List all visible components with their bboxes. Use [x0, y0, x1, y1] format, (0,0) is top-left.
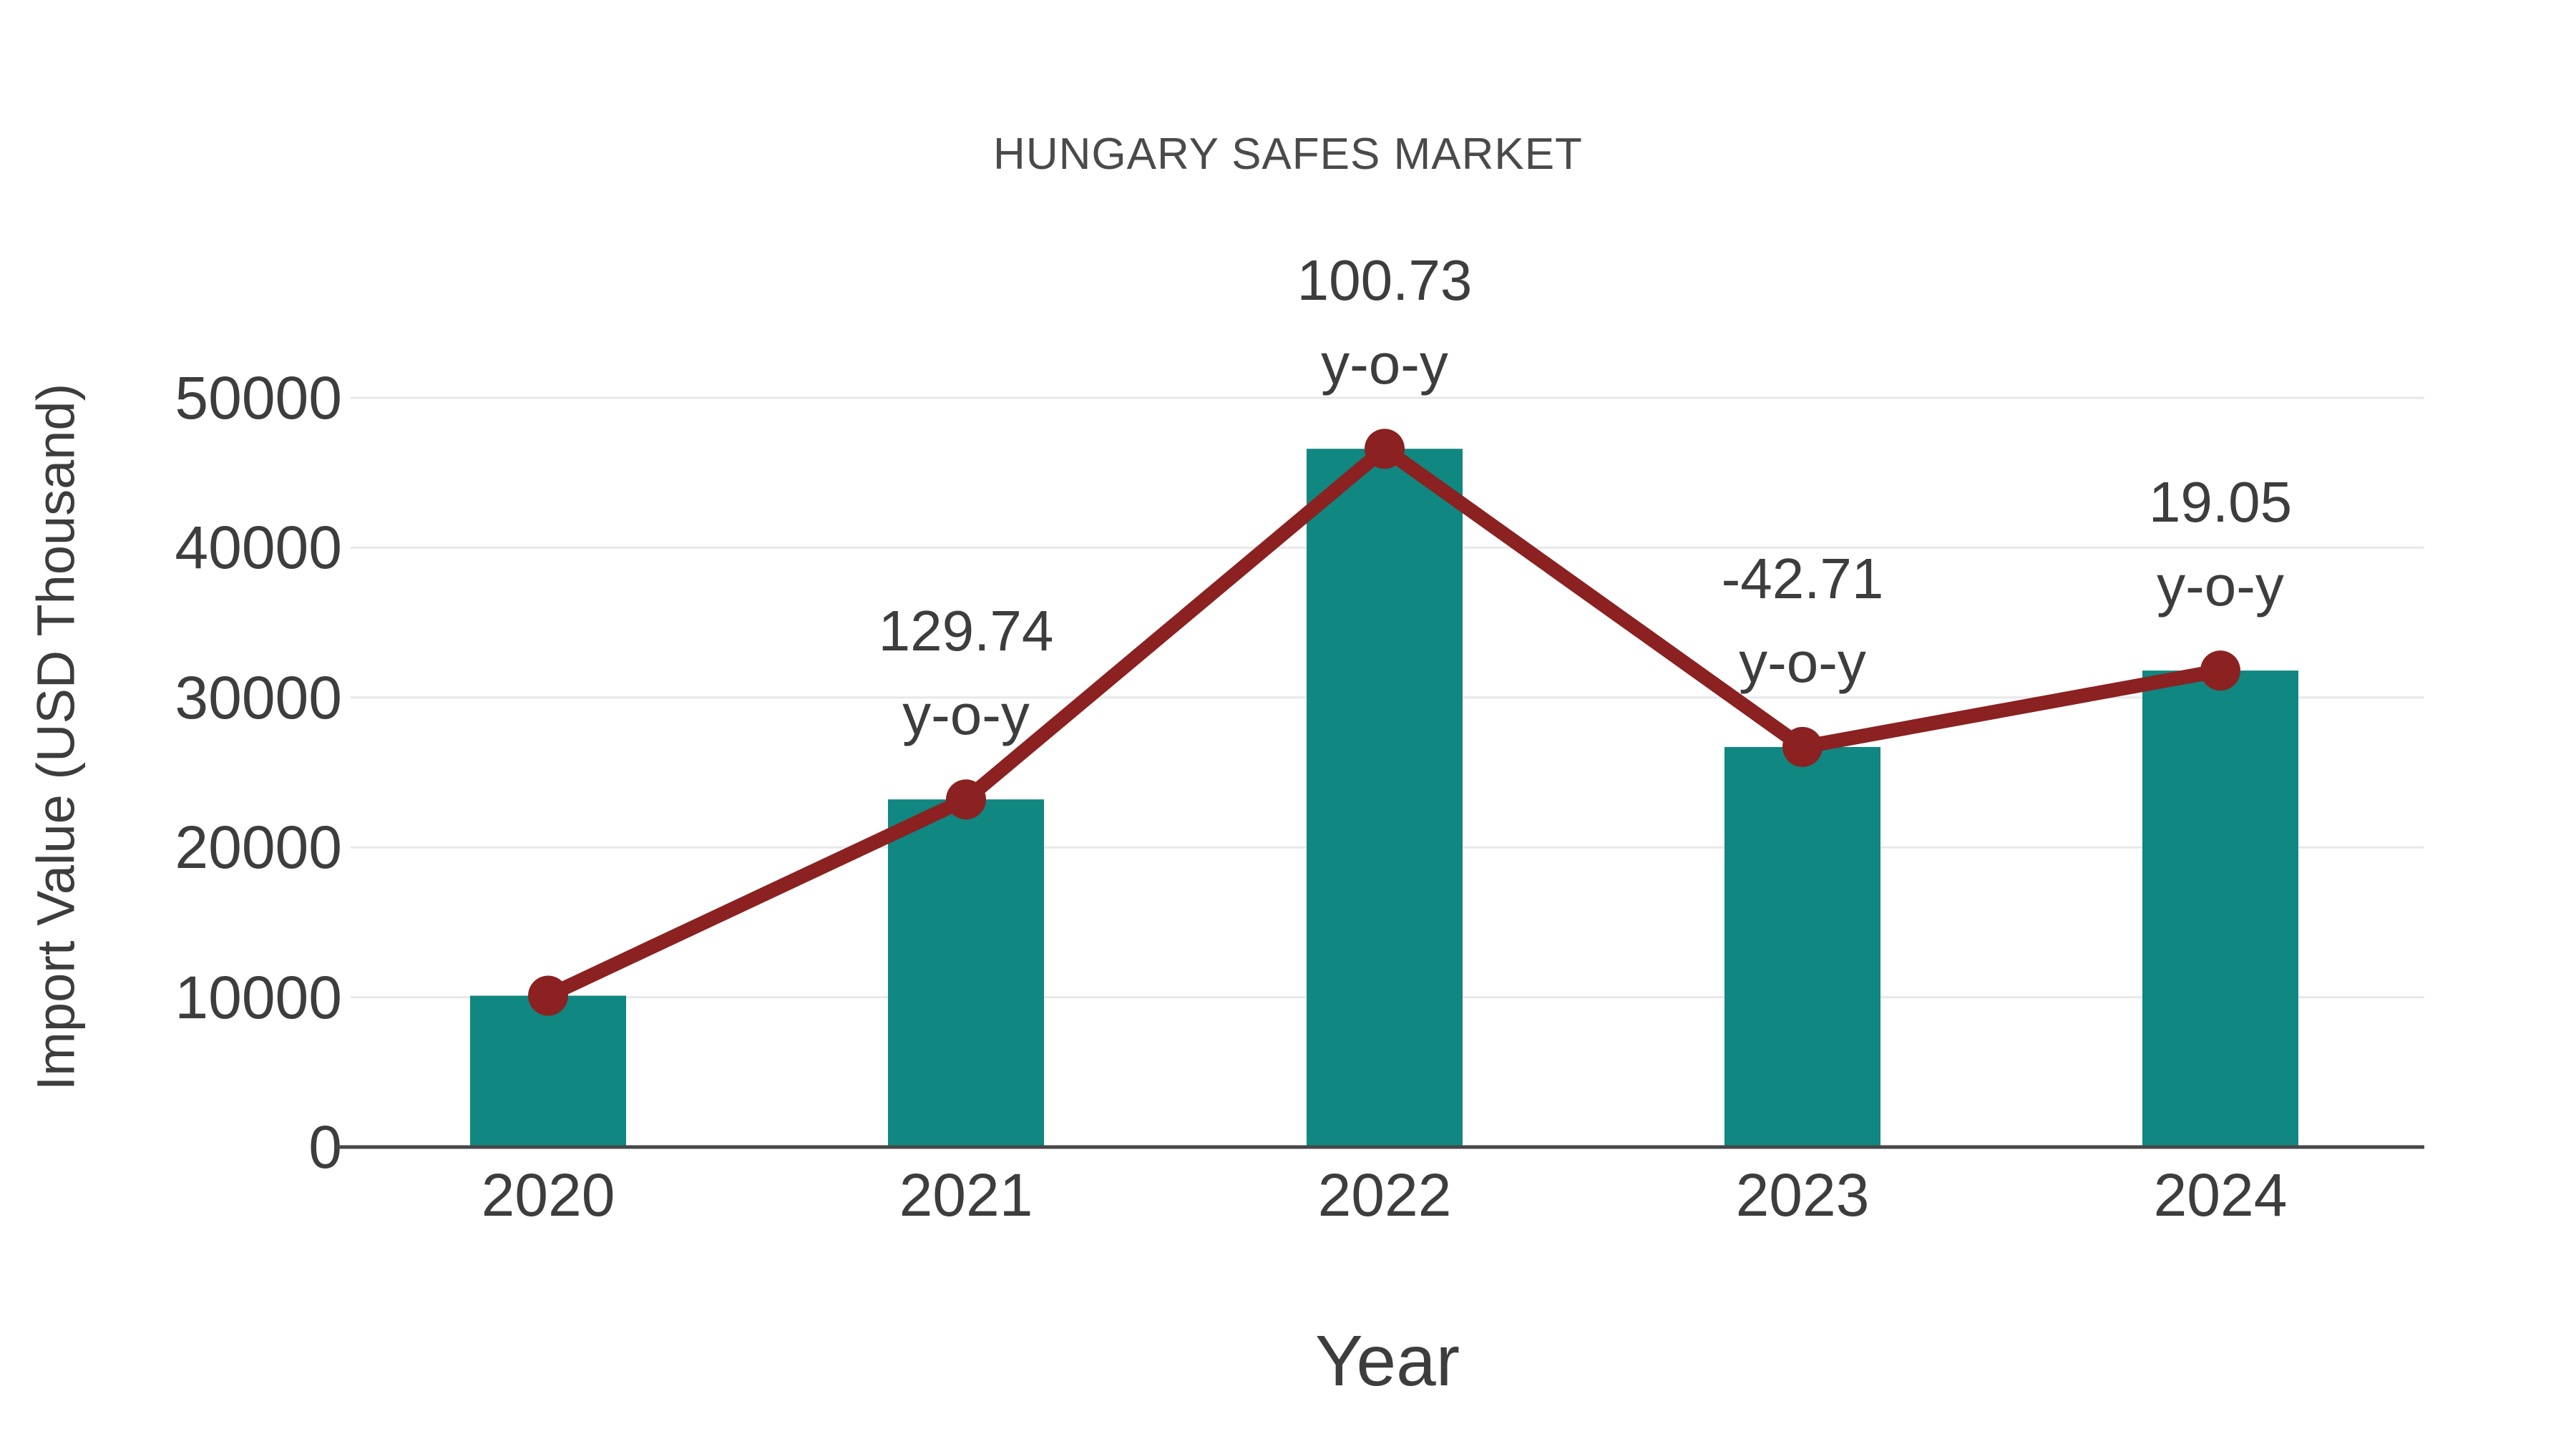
y-tick-label-20000: 20000 — [175, 814, 342, 882]
annotation-yoy-label: y-o-y — [1739, 630, 1866, 694]
y-tick-label-10000: 10000 — [175, 963, 342, 1031]
x-tick-label-2024: 2024 — [2153, 1161, 2288, 1229]
annotation-2023: -42.71 y-o-y — [1552, 537, 2053, 704]
annotation-value: -42.71 — [1721, 546, 1884, 610]
annotation-yoy-label: y-o-y — [2157, 554, 2284, 618]
x-tick-label-2022: 2022 — [1317, 1161, 1452, 1229]
bar-2023 — [1724, 746, 1880, 1147]
bar-2021 — [888, 799, 1044, 1147]
marker-2020 — [528, 975, 568, 1016]
y-tick-label-50000: 50000 — [175, 364, 342, 431]
annotation-value: 100.73 — [1297, 248, 1473, 313]
annotation-2022: 100.73 y-o-y — [1134, 238, 1635, 406]
marker-2023 — [1782, 726, 1823, 767]
bar-2020 — [470, 995, 626, 1147]
marker-2021 — [946, 779, 986, 820]
bar-2022 — [1307, 449, 1463, 1147]
annotation-value: 19.05 — [2148, 470, 2293, 535]
x-tick-label-2021: 2021 — [899, 1161, 1033, 1229]
annotation-yoy-label: y-o-y — [1321, 332, 1448, 396]
marker-2022 — [1365, 429, 1405, 469]
y-tick-label-40000: 40000 — [175, 514, 342, 582]
annotation-2021: 129.74 y-o-y — [716, 589, 1216, 756]
chart-title: HUNGARY SAFES MARKET — [993, 130, 1583, 179]
annotation-value: 129.74 — [878, 599, 1054, 663]
x-tick-label-2020: 2020 — [481, 1161, 615, 1229]
annotation-yoy-label: y-o-y — [902, 683, 1030, 747]
marker-2024 — [2200, 650, 2240, 691]
annotation-2024: 19.05 y-o-y — [1970, 460, 2471, 628]
x-tick-label-2023: 2023 — [1735, 1161, 1870, 1229]
x-axis-title: Year — [1314, 1321, 1460, 1401]
bar-2024 — [2142, 670, 2298, 1147]
y-tick-label-30000: 30000 — [175, 663, 342, 731]
